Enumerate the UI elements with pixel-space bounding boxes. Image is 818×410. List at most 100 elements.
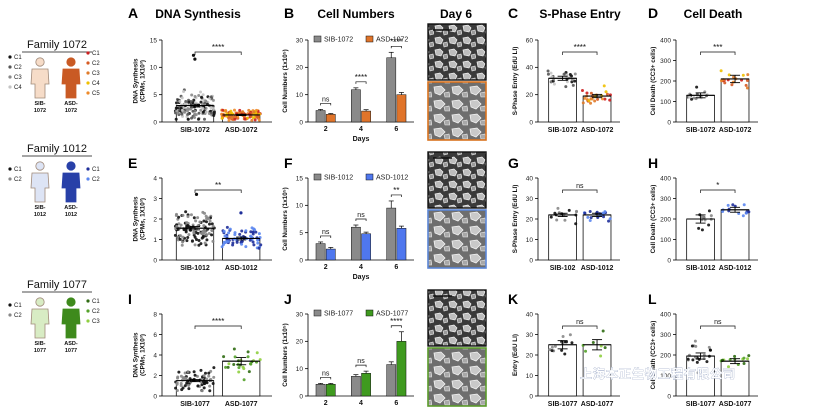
watermark-text: 上海本正生物工程有限公司 [580,366,736,381]
sibling-label-1: SIB- [35,101,46,107]
data-point [252,243,256,247]
x-tick-label: 2 [324,400,328,407]
x-category-label: SIB-1012 [686,265,716,272]
data-point [258,358,262,362]
data-point [727,73,731,77]
data-point [604,90,608,94]
data-point [707,223,711,227]
data-point [688,95,692,99]
micrographs [427,23,487,407]
y-tick-label: 2 [153,216,157,223]
data-point [707,209,711,213]
data-point [583,211,587,215]
significance-bracket [320,235,332,238]
data-point [181,213,185,217]
data-point [193,94,197,98]
mean-bar [686,355,715,397]
clone-label: C1 [92,167,100,173]
data-point [602,215,606,219]
x-tick-label: 6 [394,400,398,407]
data-point [185,109,189,113]
data-point [204,110,208,114]
data-point [249,230,253,234]
data-point [707,345,711,349]
bar [396,94,407,123]
title-dna-synthesis: DNA Synthesis [155,7,241,21]
data-point [208,389,212,393]
y-axis-label: (CPMs, 1X10³) [140,334,147,376]
significance-bracket [194,51,242,55]
y-tick-label: 100 [660,99,671,106]
data-point [185,239,189,243]
data-point [583,96,587,100]
sibling-micrograph [427,289,487,347]
data-point [570,78,574,82]
data-point [201,106,205,110]
data-point [231,241,235,245]
data-point [730,83,734,87]
clone-dot [86,177,90,181]
sibling-label-2: 1077 [34,348,46,354]
data-point [256,241,260,245]
y-tick-label: 20 [296,65,304,72]
y-axis-label: DNA Synthesis [133,332,140,377]
bar [396,228,407,261]
significance-label: ** [393,186,399,195]
data-point [202,117,206,121]
sibling-label-2: 1072 [34,108,46,114]
data-point [744,83,748,87]
x-category-label: ASD-1012 [225,265,258,272]
data-point [194,219,198,223]
data-point [690,97,694,101]
data-point [189,107,193,111]
data-point [563,218,567,222]
significance-label: **** [574,43,586,52]
significance-bracket [562,325,598,329]
data-point [192,231,196,235]
data-point [244,229,248,233]
data-point [249,362,253,366]
data-point [176,111,180,115]
data-point [589,216,593,220]
bar [396,341,407,397]
data-point [197,238,201,242]
data-point [205,377,209,381]
legend-swatch [365,309,374,317]
data-point [737,212,741,216]
data-point [731,80,735,84]
y-tick-label: 200 [660,78,671,85]
y-tick-label: 20 [526,92,534,99]
data-point [205,381,209,385]
clone-label: C4 [14,85,22,91]
mean-bar [548,344,577,397]
clone-dot [86,319,90,323]
data-point [202,386,206,390]
data-point [196,384,200,388]
data-point [192,370,196,374]
data-point [228,227,232,231]
significance-bracket [320,103,332,106]
data-point [255,351,259,355]
significance-label: *** [713,43,722,52]
data-point [178,234,182,238]
data-point [210,111,214,115]
data-point [199,90,203,94]
data-point [211,106,215,110]
data-point [187,383,191,387]
asd-label-1: ASD- [64,205,78,211]
data-point [607,219,611,223]
micrograph-pair-3 [427,289,487,407]
clone-dot [86,91,90,95]
y-tick-label: 0 [667,257,671,264]
y-axis-label: Cell Death (CC3+ cells) [650,185,657,254]
y-tick-label: 0 [667,119,671,126]
data-point [745,78,749,82]
y-tick-label: 10 [296,203,304,210]
data-point [552,82,556,86]
data-point [200,236,204,240]
chart-panel-g: G 0 10 20 30 40 S-Phase Entry (EdU LI) SIB-102 A… [508,155,620,272]
data-point [189,213,193,217]
data-point [589,101,593,105]
panel-letter: A [128,5,138,21]
